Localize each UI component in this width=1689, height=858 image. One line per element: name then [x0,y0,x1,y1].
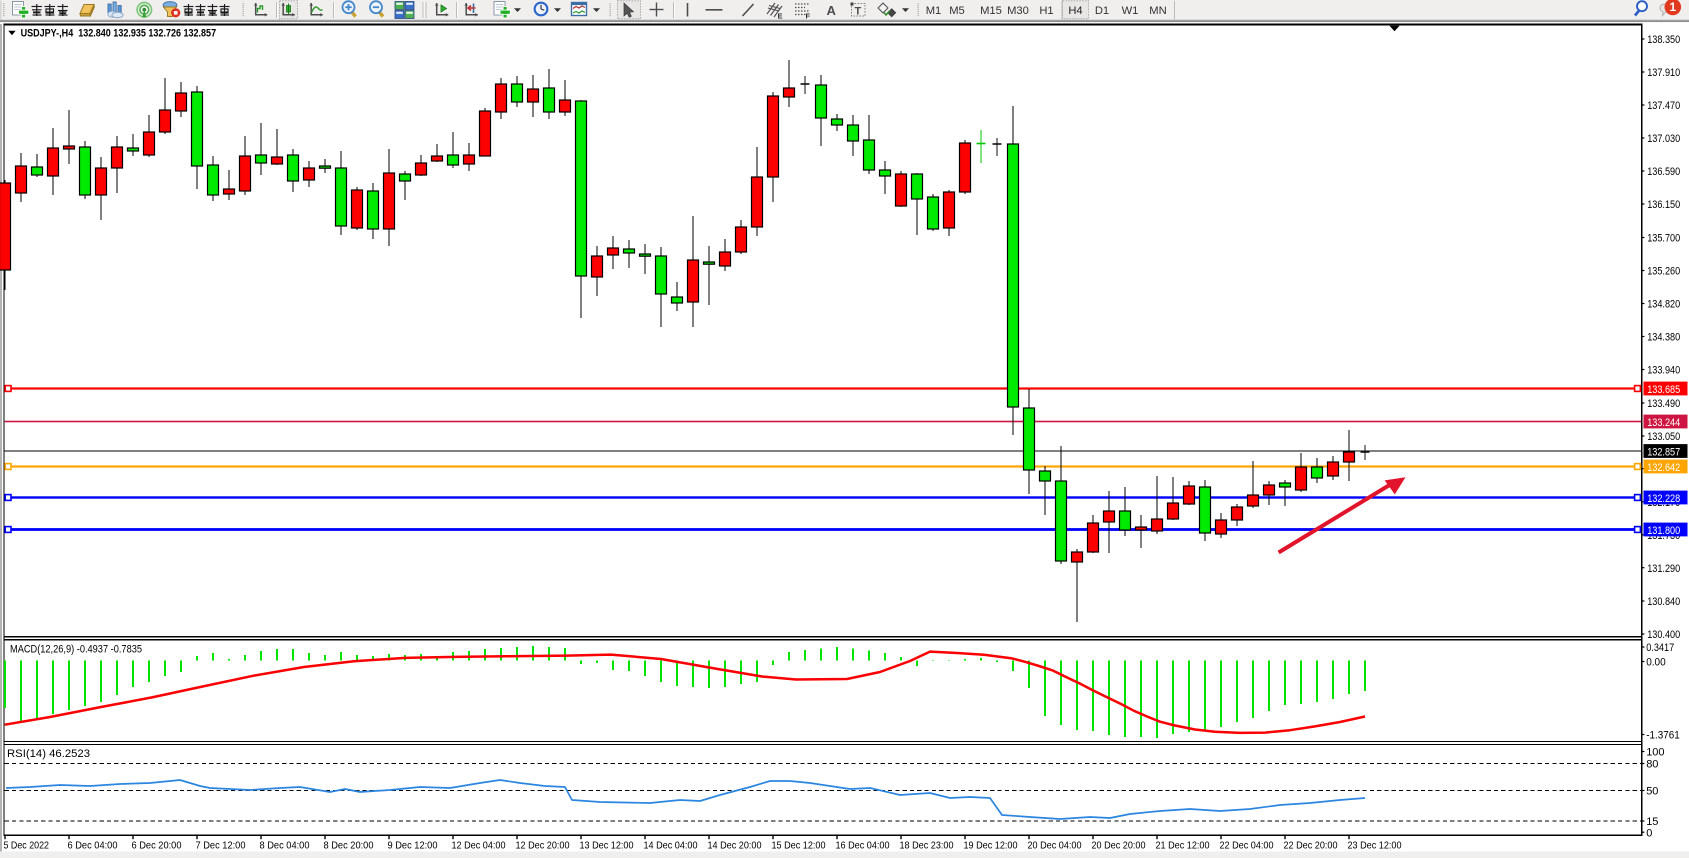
svg-text:135.700: 135.700 [1647,233,1680,245]
svg-text:W1: W1 [1122,5,1139,17]
svg-text:MN: MN [1149,5,1166,17]
svg-text:133.940: 133.940 [1647,365,1680,377]
svg-text:D1: D1 [1095,5,1109,17]
svg-text:0.3417: 0.3417 [1646,642,1674,654]
svg-text:22 Dec 04:00: 22 Dec 04:00 [1220,839,1274,851]
svg-text:F: F [806,12,811,21]
svg-text:22 Dec 20:00: 22 Dec 20:00 [1284,839,1338,851]
svg-text:134.820: 134.820 [1647,299,1680,311]
svg-text:8 Dec 20:00: 8 Dec 20:00 [324,839,374,851]
svg-text:H4: H4 [1068,5,1082,17]
svg-text:5 Dec 2022: 5 Dec 2022 [4,839,50,851]
svg-text:H1: H1 [1039,5,1053,17]
svg-text:133.050: 133.050 [1647,431,1680,443]
svg-text:134.380: 134.380 [1647,332,1680,344]
svg-text:20 Dec 04:00: 20 Dec 04:00 [1028,839,1082,851]
svg-text:136.150: 136.150 [1647,199,1680,211]
svg-text:131.800: 131.800 [1647,525,1680,537]
svg-text:138.350: 138.350 [1647,34,1680,46]
svg-text:13 Dec 12:00: 13 Dec 12:00 [580,839,634,851]
svg-text:80: 80 [1646,759,1658,771]
svg-text:A: A [827,3,837,18]
svg-text:7 Dec 12:00: 7 Dec 12:00 [196,839,246,851]
svg-text:12 Dec 04:00: 12 Dec 04:00 [452,839,506,851]
svg-text:136.590: 136.590 [1647,166,1680,178]
svg-text:19 Dec 12:00: 19 Dec 12:00 [964,839,1018,851]
svg-text:133.490: 133.490 [1647,398,1680,410]
svg-text:137.030: 137.030 [1647,133,1680,145]
svg-text:M30: M30 [1007,5,1029,17]
svg-text:133.244: 133.244 [1647,417,1680,429]
svg-text:6 Dec 04:00: 6 Dec 04:00 [68,839,118,851]
svg-text:132.857: 132.857 [1647,446,1680,458]
svg-text:1: 1 [1669,0,1676,14]
svg-text:130.840: 130.840 [1647,596,1680,608]
svg-text:0.00: 0.00 [1646,657,1666,669]
svg-text:T: T [855,6,862,18]
svg-text:14 Dec 20:00: 14 Dec 20:00 [708,839,762,851]
svg-text:132.642: 132.642 [1647,462,1680,474]
svg-text:0: 0 [1646,827,1652,839]
svg-text:23 Dec 12:00: 23 Dec 12:00 [1348,839,1402,851]
svg-text:-1.3761: -1.3761 [1646,730,1680,742]
svg-text:USDJPY-,H4 132.840 132.935 13: USDJPY-,H4 132.840 132.935 132.726 132.8… [21,28,217,40]
svg-text:21 Dec 12:00: 21 Dec 12:00 [1156,839,1210,851]
svg-text:9 Dec 12:00: 9 Dec 12:00 [388,839,438,851]
svg-text:137.470: 137.470 [1647,100,1680,112]
svg-text:6 Dec 20:00: 6 Dec 20:00 [132,839,182,851]
svg-text:14 Dec 04:00: 14 Dec 04:00 [644,839,698,851]
svg-text:MACD(12,26,9) -0.4937 -0.7835: MACD(12,26,9) -0.4937 -0.7835 [10,643,142,655]
svg-text:M1: M1 [926,5,942,17]
svg-text:137.910: 137.910 [1647,67,1680,79]
svg-text:16 Dec 04:00: 16 Dec 04:00 [836,839,890,851]
svg-text:M15: M15 [980,5,1002,17]
svg-text:E: E [778,12,783,21]
svg-text:RSI(14) 46.2523: RSI(14) 46.2523 [7,748,90,760]
svg-text:135.260: 135.260 [1647,266,1680,278]
svg-text:20 Dec 20:00: 20 Dec 20:00 [1092,839,1146,851]
svg-text:15 Dec 12:00: 15 Dec 12:00 [772,839,826,851]
svg-text:12 Dec 20:00: 12 Dec 20:00 [516,839,570,851]
svg-text:50: 50 [1646,786,1658,798]
svg-text:131.290: 131.290 [1647,563,1680,575]
svg-text:8 Dec 04:00: 8 Dec 04:00 [260,839,310,851]
svg-text:M5: M5 [949,5,965,17]
svg-text:18 Dec 23:00: 18 Dec 23:00 [900,839,954,851]
svg-text:130.400: 130.400 [1647,629,1680,641]
svg-text:132.228: 132.228 [1647,493,1680,505]
svg-text:100: 100 [1646,747,1664,759]
svg-text:15: 15 [1646,816,1658,828]
svg-text:133.685: 133.685 [1647,384,1680,396]
